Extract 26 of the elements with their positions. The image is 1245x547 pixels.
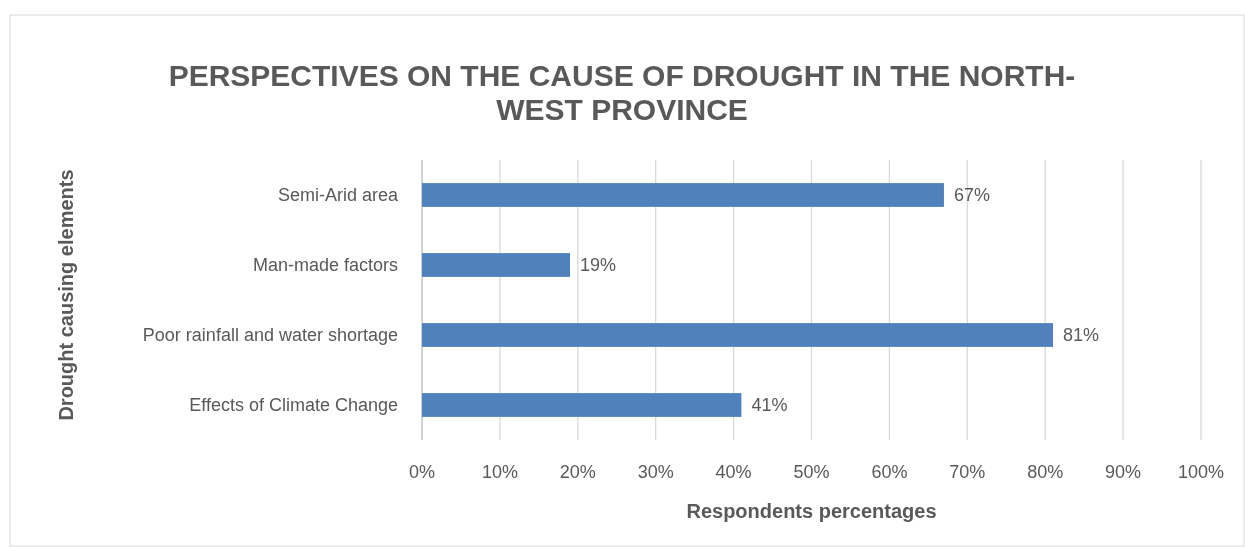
x-tick-label: 100% <box>1177 462 1225 483</box>
bar <box>422 393 742 417</box>
data-label: 41% <box>751 395 788 416</box>
x-tick-label: 90% <box>1105 462 1142 483</box>
bar <box>422 183 944 207</box>
y-tick-label: Poor rainfall and water shortage <box>142 325 398 346</box>
x-tick-label: 80% <box>1027 462 1064 483</box>
y-tick-label: Effects of Climate Change <box>189 395 398 416</box>
data-label: 81% <box>1062 325 1100 346</box>
x-axis-title: Respondents percentages <box>686 500 937 522</box>
x-tick-label: 70% <box>949 462 986 483</box>
bar <box>422 323 1053 347</box>
y-axis-title: Drought causing elements <box>55 169 77 421</box>
x-tick-label: 60% <box>871 462 908 483</box>
x-tick-label: 0% <box>408 462 436 483</box>
x-tick-label: 10% <box>481 462 518 483</box>
bar <box>422 253 571 277</box>
data-label: 67% <box>953 185 990 206</box>
y-tick-label: Semi-Arid area <box>277 185 399 206</box>
x-tick-label: 50% <box>793 462 830 483</box>
y-tick-label: Man-made factors <box>252 255 398 276</box>
x-tick-label: 20% <box>559 462 596 483</box>
x-tick-label: 30% <box>637 462 674 483</box>
chart-title: PERSPECTIVES ON THE CAUSE OF DROUGHT IN THE NORTH-WEST PROVINCE <box>168 58 1076 126</box>
data-label: 19% <box>580 255 617 276</box>
x-tick-label: 40% <box>715 462 752 483</box>
